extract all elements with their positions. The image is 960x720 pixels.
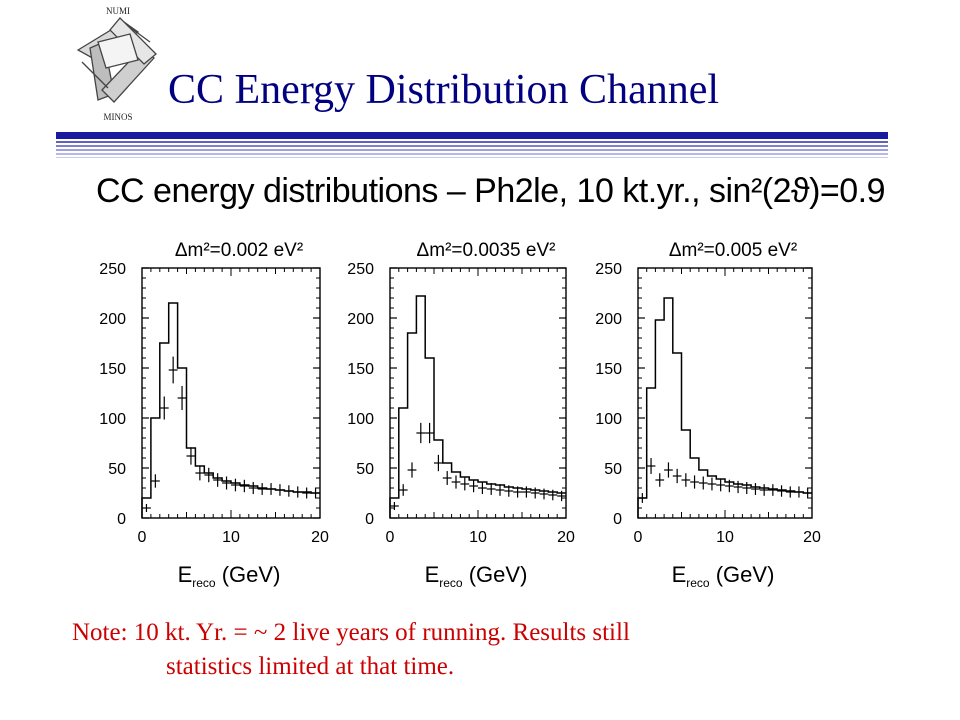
x-tick-label: 20 bbox=[311, 529, 329, 546]
y-tick-label: 50 bbox=[356, 461, 374, 478]
logo-bottom-text: MINOS bbox=[103, 112, 133, 122]
y-tick-label: 50 bbox=[604, 461, 622, 478]
histogram-line bbox=[389, 295, 566, 518]
figure-heading: CC energy distributions – Ph2le, 10 kt.y… bbox=[96, 172, 886, 210]
histogram-line bbox=[141, 302, 320, 518]
x-tick-label: 0 bbox=[386, 529, 395, 546]
y-tick-label: 200 bbox=[595, 311, 622, 328]
y-tick-label: 0 bbox=[365, 511, 374, 528]
x-tick-label: 20 bbox=[557, 529, 575, 546]
x-tick-label: 0 bbox=[138, 529, 147, 546]
x-tick-label: 10 bbox=[469, 529, 487, 546]
y-tick-label: 250 bbox=[99, 261, 126, 278]
chart-panel-1: Δm²=0.002 eV² 0 50 100 150 200 250 0 10 20 Ereco (… bbox=[99, 240, 329, 590]
footnote: Note: 10 kt. Yr. = ~ 2 live years of run… bbox=[72, 616, 630, 684]
chart-panel-2: Δm²=0.0035 eV² 0 50 100 150 200 250 0 10 20 Ereco … bbox=[347, 240, 575, 590]
logo-emblem-icon bbox=[76, 17, 157, 103]
x-tick-label: 10 bbox=[716, 529, 734, 546]
x-axis-label: Ereco (GeV) bbox=[178, 562, 281, 590]
y-tick-label: 0 bbox=[117, 511, 126, 528]
footnote-line-1: Note: 10 kt. Yr. = ~ 2 live years of run… bbox=[72, 619, 630, 646]
x-axis-label: Ereco (GeV) bbox=[425, 562, 528, 590]
x-axis-label: Ereco (GeV) bbox=[672, 562, 775, 590]
panel-title: Δm²=0.0035 eV² bbox=[417, 240, 556, 261]
y-tick-label: 250 bbox=[347, 261, 374, 278]
panel-title: Δm²=0.005 eV² bbox=[669, 240, 797, 261]
y-tick-label: 250 bbox=[595, 261, 622, 278]
y-tick-label: 150 bbox=[99, 361, 126, 378]
slide-title: CC Energy Distribution Channel bbox=[168, 67, 720, 113]
y-tick-label: 200 bbox=[99, 311, 126, 328]
numi-minos-logo: NUMI MINOS bbox=[68, 2, 168, 122]
y-tick-label: 0 bbox=[613, 511, 622, 528]
x-tick-label: 20 bbox=[803, 529, 821, 546]
y-tick-label: 200 bbox=[347, 311, 374, 328]
panel-title: Δm²=0.002 eV² bbox=[175, 240, 303, 261]
y-tick-label: 50 bbox=[108, 461, 126, 478]
y-tick-label: 100 bbox=[595, 411, 622, 428]
x-tick-label: 0 bbox=[634, 529, 643, 546]
y-tick-label: 100 bbox=[347, 411, 374, 428]
y-tick-label: 100 bbox=[99, 411, 126, 428]
y-tick-label: 150 bbox=[347, 361, 374, 378]
chart-panel-3: Δm²=0.005 eV² 0 50 100 150 200 250 0 10 20 Ereco (… bbox=[595, 240, 821, 590]
x-tick-label: 10 bbox=[222, 529, 240, 546]
logo-top-text: NUMI bbox=[106, 6, 130, 16]
y-tick-label: 150 bbox=[595, 361, 622, 378]
footnote-line-2: statistics limited at that time. bbox=[166, 653, 455, 680]
histogram-line bbox=[637, 297, 812, 518]
